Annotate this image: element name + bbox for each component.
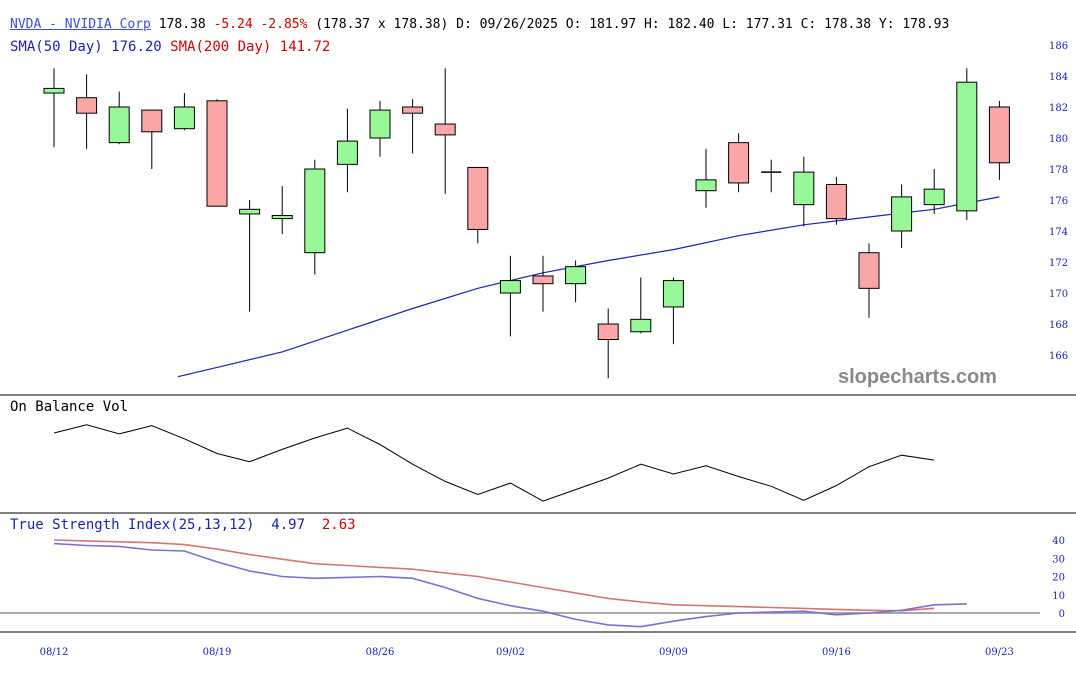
price-tick-label: 166	[1049, 351, 1068, 362]
candle-body	[923, 188, 945, 206]
tsi-signal-value: 2.63	[321, 517, 356, 533]
candle-body	[467, 166, 489, 230]
tsi-value: 4.97	[271, 517, 306, 533]
price-tick-label: 182	[1049, 103, 1068, 114]
candle-body	[402, 106, 424, 114]
tsi-tick-label: 10	[1052, 591, 1065, 602]
date-tick-label: 08/12	[40, 647, 69, 658]
tsi-tick-label: 0	[1059, 609, 1065, 620]
candle-body	[271, 215, 293, 220]
price-tick-label: 168	[1049, 320, 1068, 331]
date-tick-label: 08/19	[203, 647, 232, 658]
candle-body	[499, 280, 521, 294]
candle-body	[108, 106, 130, 144]
tsi-legend: True Strength Index(25,13,12) 4.97 2.63	[10, 517, 356, 533]
candle-body	[988, 106, 1010, 164]
sma-legend: SMA(50 Day) 176.20 SMA(200 Day) 141.72	[10, 39, 330, 55]
candles-layer	[43, 68, 1010, 379]
candle-body	[336, 140, 358, 165]
price-tick-label: 178	[1049, 165, 1068, 176]
candle-body	[825, 184, 847, 220]
candle-body	[304, 168, 326, 254]
open-value: O: 181.97	[565, 17, 637, 32]
bid-ask: (178.37 x 178.38)	[315, 17, 449, 32]
last-price: 178.38	[158, 17, 206, 32]
low-value: L: 177.31	[722, 17, 793, 32]
obv-layer	[53, 424, 935, 502]
prev-close-value: Y: 178.93	[878, 17, 950, 32]
date-tick-label: 09/09	[659, 647, 688, 658]
sma50-value: 176.20	[111, 39, 162, 55]
symbol-link[interactable]: NVDA - NVIDIA Corp	[10, 17, 151, 32]
price-tick-label: 174	[1049, 227, 1068, 238]
price-tick-label: 172	[1049, 258, 1068, 269]
close-value: C: 178.38	[800, 17, 872, 32]
candle-body	[239, 208, 261, 215]
price-tick-label: 184	[1049, 72, 1068, 83]
candle-body	[728, 142, 750, 184]
tsi-tick-label: 40	[1052, 536, 1065, 547]
quote-header: NVDA - NVIDIA Corp 178.38 -5.24 -2.85% (…	[10, 17, 949, 32]
tsi-layer: 0 10 20 30 40	[0, 536, 1065, 628]
tsi-tick-label: 30	[1052, 554, 1065, 565]
price-tick-label: 186	[1049, 41, 1068, 52]
candle-body	[532, 275, 554, 285]
candle-body	[858, 252, 880, 289]
candle-body	[793, 171, 815, 206]
tsi-title: True Strength Index(25,13,12)	[10, 517, 255, 533]
candle-body	[891, 196, 913, 232]
candle-body	[141, 109, 163, 133]
candle-body	[565, 266, 587, 285]
candle-body	[662, 280, 684, 308]
quote-date: D: 09/26/2025	[456, 17, 558, 32]
high-value: H: 182.40	[644, 17, 715, 32]
price-tick-label: 170	[1049, 289, 1068, 300]
price-change: -5.24	[213, 17, 253, 32]
candle-body	[43, 87, 65, 94]
date-tick-label: 09/23	[985, 647, 1014, 658]
price-change-pct: -2.85%	[260, 17, 308, 32]
date-tick-label: 08/26	[366, 647, 395, 658]
sma200-value: 141.72	[279, 39, 331, 55]
candle-body	[369, 109, 391, 139]
candle-body	[956, 81, 978, 212]
date-tick-label: 09/16	[822, 647, 851, 658]
candle-body	[434, 123, 456, 136]
candle-body	[630, 318, 652, 333]
panel-frames	[0, 394, 1076, 633]
obv-title: On Balance Vol	[10, 399, 129, 415]
candle-body	[76, 97, 98, 114]
candle-body	[206, 100, 228, 207]
obv-line	[53, 424, 935, 502]
candle-body	[597, 323, 619, 340]
watermark: slopecharts.com	[838, 366, 997, 388]
price-axis: 166 168 170 172 174 176 178 180 182 184 186	[1049, 41, 1068, 362]
date-axis: 08/12 08/19 08/26 09/02 09/09 09/16 09/23	[40, 647, 1014, 658]
tsi-tick-label: 20	[1052, 573, 1065, 584]
date-tick-label: 09/02	[496, 647, 525, 658]
price-tick-label: 176	[1049, 196, 1068, 207]
candle-body	[695, 179, 717, 192]
price-tick-label: 180	[1049, 134, 1068, 145]
tsi-line	[53, 542, 967, 628]
sma50-label: SMA(50 Day)	[10, 39, 103, 55]
candle-body	[173, 106, 195, 130]
tsi-signal-line	[53, 539, 935, 612]
sma200-label: SMA(200 Day)	[170, 39, 272, 55]
